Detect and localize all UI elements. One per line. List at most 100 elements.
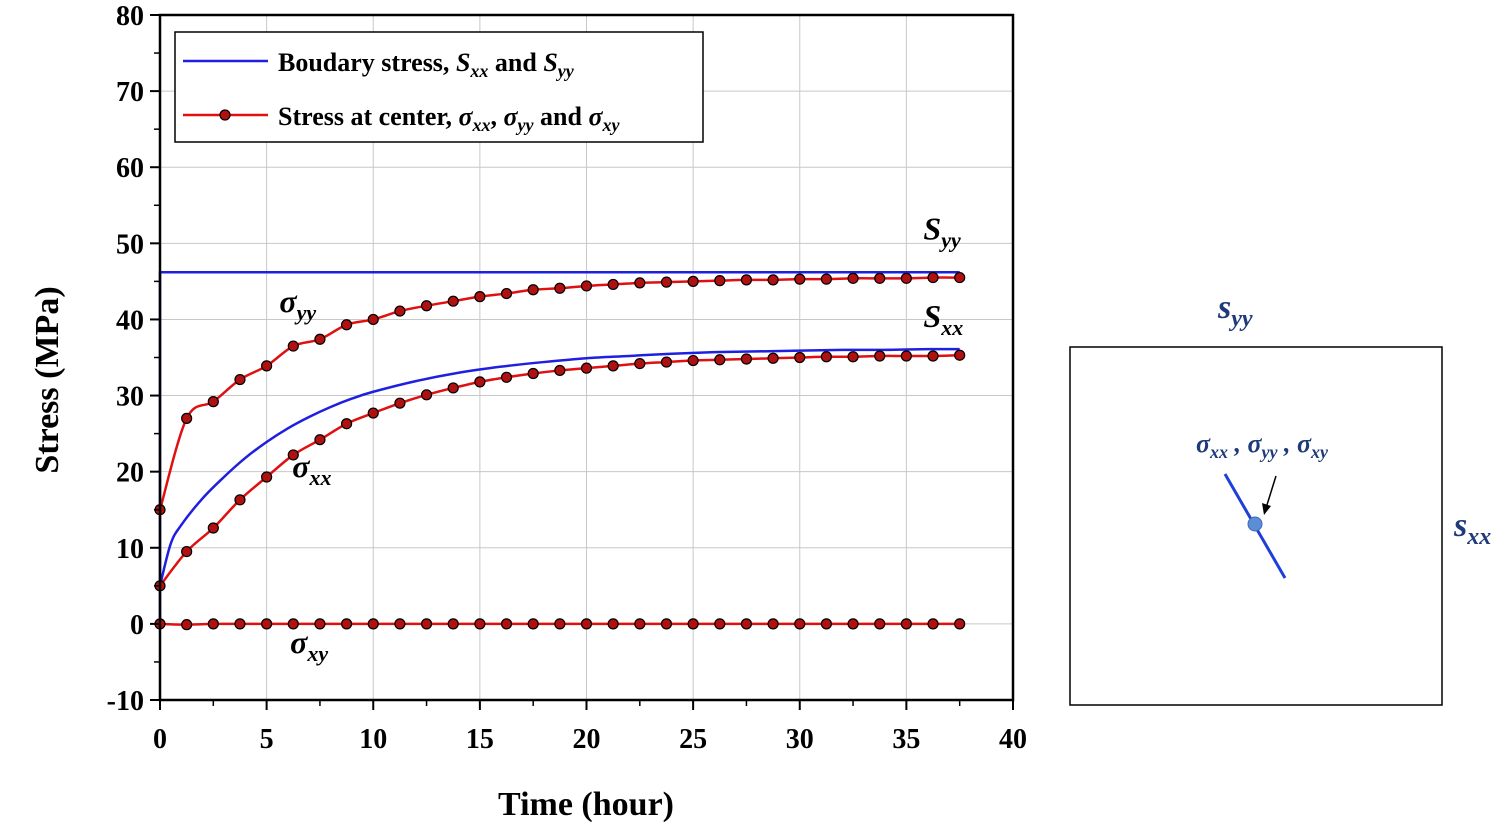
data-point bbox=[314, 333, 326, 345]
data-point bbox=[207, 522, 219, 534]
data-point bbox=[714, 618, 726, 630]
inset-center-label: σxx , σyy , σxy bbox=[1196, 429, 1329, 462]
data-point bbox=[554, 282, 566, 294]
data-point bbox=[607, 618, 619, 630]
data-point bbox=[367, 407, 379, 419]
data-point bbox=[687, 275, 699, 287]
y-tick-label: 40 bbox=[116, 305, 144, 336]
data-point bbox=[794, 273, 806, 285]
series-1 bbox=[158, 347, 960, 587]
data-point bbox=[900, 272, 912, 284]
data-point bbox=[527, 618, 539, 630]
data-point bbox=[261, 471, 273, 483]
y-tick-label: 0 bbox=[130, 610, 144, 641]
data-point bbox=[420, 389, 433, 401]
data-point bbox=[847, 272, 859, 284]
data-point bbox=[420, 300, 433, 312]
data-point bbox=[181, 545, 193, 558]
data-point bbox=[287, 618, 299, 630]
data-point bbox=[740, 618, 753, 630]
data-point bbox=[314, 434, 326, 446]
y-tick-label: -10 bbox=[107, 686, 144, 717]
x-tick-label: 35 bbox=[892, 724, 920, 755]
legend-box bbox=[174, 31, 704, 143]
x-tick-label: 0 bbox=[153, 724, 167, 755]
inset-top-label: syy bbox=[1217, 289, 1253, 332]
data-point bbox=[607, 278, 619, 291]
data-point bbox=[474, 618, 486, 630]
data-point bbox=[500, 287, 513, 300]
data-point bbox=[207, 396, 219, 408]
series-line-1 bbox=[158, 347, 960, 587]
series-layer bbox=[154, 271, 966, 631]
inset-arrow-shaft bbox=[1265, 475, 1277, 509]
data-point bbox=[234, 373, 246, 386]
data-point bbox=[394, 397, 406, 409]
data-point bbox=[740, 274, 753, 286]
data-point bbox=[447, 382, 459, 394]
x-tick-label: 5 bbox=[260, 724, 274, 755]
data-point bbox=[927, 618, 939, 630]
series-line-0 bbox=[158, 271, 960, 624]
annotation-3: σxx bbox=[292, 448, 331, 490]
data-point bbox=[287, 340, 299, 352]
data-point bbox=[261, 360, 273, 372]
series-2 bbox=[154, 271, 966, 516]
y-tick-label: 20 bbox=[116, 458, 144, 489]
data-point bbox=[420, 618, 433, 630]
data-point bbox=[634, 277, 646, 289]
data-point bbox=[900, 350, 912, 362]
data-point bbox=[954, 349, 966, 361]
data-point bbox=[874, 272, 886, 284]
data-point bbox=[660, 356, 673, 368]
x-tick-label: 15 bbox=[466, 724, 494, 755]
inset-center-point bbox=[1247, 516, 1263, 532]
x-tick-label: 30 bbox=[786, 724, 814, 755]
data-point bbox=[687, 354, 699, 367]
data-point bbox=[714, 354, 726, 366]
data-point bbox=[340, 618, 353, 630]
annotations: Syy Sxx σyy σxx σxy bbox=[279, 211, 963, 666]
y-tick-label: 70 bbox=[116, 77, 144, 108]
data-point bbox=[527, 367, 539, 380]
data-point bbox=[500, 371, 513, 383]
data-point bbox=[340, 319, 353, 331]
x-axis-title: Time (hour) bbox=[498, 786, 674, 823]
annotation-0: Syy bbox=[923, 211, 961, 253]
data-point bbox=[820, 273, 833, 285]
y-axis-title: Stress (MPa) bbox=[29, 286, 66, 473]
y-tick-label: 80 bbox=[116, 1, 144, 32]
data-point bbox=[954, 271, 966, 284]
data-point bbox=[820, 351, 833, 363]
data-point bbox=[527, 284, 539, 296]
data-point bbox=[207, 618, 219, 630]
data-point bbox=[367, 313, 379, 326]
data-point bbox=[927, 350, 939, 362]
annotation-4: σxy bbox=[290, 624, 328, 666]
data-point bbox=[394, 305, 406, 317]
data-point bbox=[474, 376, 486, 388]
data-point bbox=[900, 618, 912, 630]
inset-arrow-head bbox=[1262, 503, 1271, 515]
data-point bbox=[660, 618, 673, 630]
x-tick-label: 10 bbox=[359, 724, 387, 755]
data-point bbox=[874, 618, 886, 630]
data-point bbox=[874, 350, 886, 362]
legend-entry-boundary: Boudary stress, Sxx and Syy bbox=[278, 48, 575, 81]
data-point bbox=[767, 618, 779, 630]
data-point bbox=[447, 295, 459, 307]
y-tick-label: 10 bbox=[116, 534, 144, 565]
data-point bbox=[554, 618, 566, 630]
series-4 bbox=[154, 618, 966, 631]
x-tick-label: 20 bbox=[573, 724, 601, 755]
annotation-2: σyy bbox=[279, 283, 316, 325]
series-line-3 bbox=[159, 353, 960, 587]
data-point bbox=[767, 352, 779, 364]
data-point bbox=[447, 618, 459, 630]
data-point bbox=[607, 360, 619, 372]
data-point bbox=[687, 618, 699, 630]
data-point bbox=[367, 618, 379, 630]
data-point bbox=[394, 618, 406, 630]
inset-diagram: syy sxx σxx , σyy , σxy bbox=[1069, 289, 1491, 706]
